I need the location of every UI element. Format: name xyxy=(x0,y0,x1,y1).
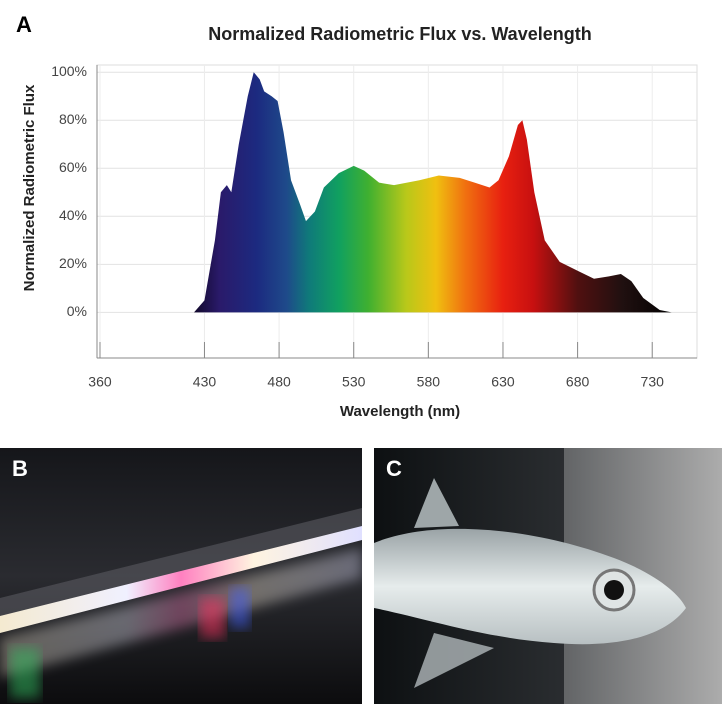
x-tick-label: 680 xyxy=(566,374,590,390)
y-axis-label: Normalized Radiometric Flux xyxy=(21,84,38,291)
chart: A Normalized Radiometric Flux vs. Wavele… xyxy=(16,12,698,420)
x-tick-label: 480 xyxy=(267,374,291,390)
x-tick-label: 530 xyxy=(342,374,366,390)
chart-title: Normalized Radiometric Flux vs. Waveleng… xyxy=(208,24,591,44)
y-tick-label: 40% xyxy=(59,207,87,223)
y-tick-label: 20% xyxy=(59,255,87,271)
y-tick-label: 80% xyxy=(59,111,87,127)
y-tick-label: 60% xyxy=(59,159,87,175)
photo-fish: C xyxy=(374,448,722,704)
y-tick-label: 0% xyxy=(67,303,87,319)
y-tick-label: 100% xyxy=(51,63,87,79)
x-tick-label: 580 xyxy=(417,374,441,390)
panel-label: A xyxy=(16,12,32,37)
photo-led-strip: B xyxy=(0,448,362,704)
x-tick-label: 360 xyxy=(88,374,112,390)
panel-label: C xyxy=(386,456,402,481)
x-tick-label: 630 xyxy=(491,374,515,390)
x-tick-label: 730 xyxy=(641,374,665,390)
spectrum-area xyxy=(194,72,672,313)
x-tick-label: 430 xyxy=(193,374,217,390)
x-axis-label: Wavelength (nm) xyxy=(340,403,460,420)
panel-label: B xyxy=(12,456,28,481)
